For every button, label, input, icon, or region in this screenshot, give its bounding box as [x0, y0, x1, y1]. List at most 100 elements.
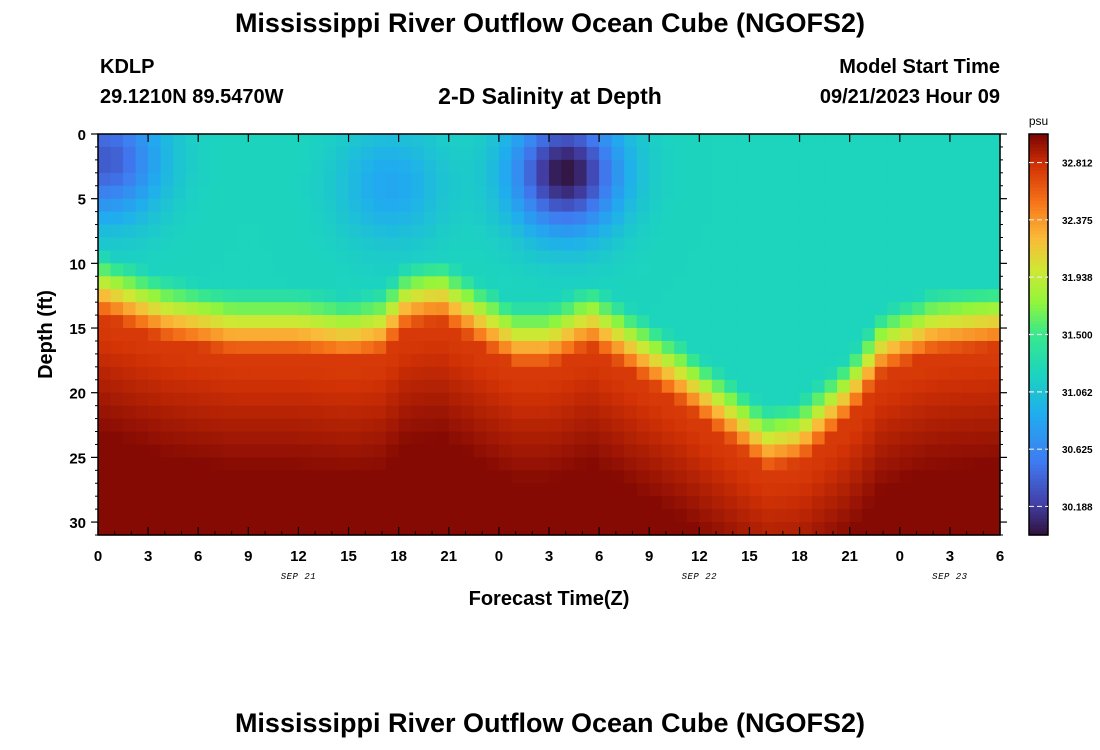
heatmap-cell [348, 496, 362, 510]
colorbar-segment [1029, 150, 1048, 155]
heatmap-cell [173, 353, 187, 368]
heatmap-cell [373, 146, 387, 161]
heatmap-cell [135, 276, 149, 290]
heatmap-cell [749, 198, 763, 213]
heatmap-cell [561, 496, 575, 510]
heatmap-cell [924, 276, 938, 290]
heatmap-cell [711, 250, 725, 264]
heatmap-cell [636, 263, 650, 277]
heatmap-cell [285, 522, 300, 536]
heatmap-cell [962, 340, 976, 355]
heatmap-cell [812, 198, 826, 213]
heatmap-cell [549, 418, 563, 433]
heatmap-cell [98, 224, 112, 239]
heatmap-cell [298, 172, 312, 187]
heatmap-cell [962, 237, 976, 252]
heatmap-cell [486, 302, 500, 316]
heatmap-cell [824, 289, 838, 303]
heatmap-cell [674, 366, 688, 381]
heatmap-cell [148, 172, 162, 187]
heatmap-cell [285, 172, 300, 187]
heatmap-cell [411, 457, 425, 471]
heatmap-cell [373, 496, 387, 510]
colorbar-segment [1029, 404, 1048, 409]
heatmap-cell [123, 328, 137, 342]
heatmap-cell [611, 159, 625, 174]
heatmap-cell [135, 328, 149, 342]
heatmap-cell [260, 172, 274, 187]
heatmap-cell [123, 353, 137, 368]
heatmap-cell [949, 289, 964, 303]
heatmap-cell [912, 522, 926, 536]
heatmap-cell [599, 289, 613, 303]
heatmap-cell [849, 134, 863, 148]
heatmap-cell [787, 134, 801, 148]
heatmap-cell [285, 134, 300, 148]
colorbar-segment [1029, 471, 1048, 476]
heatmap-cell [849, 146, 863, 161]
heatmap-cell [536, 302, 550, 316]
heatmap-cell [523, 263, 538, 277]
heatmap-cell [924, 522, 938, 536]
heatmap-cell [574, 431, 588, 446]
heatmap-cell [173, 146, 187, 161]
heatmap-cell [98, 353, 112, 368]
heatmap-cell [699, 457, 713, 471]
heatmap-cell [486, 250, 500, 264]
heatmap-cell [661, 198, 675, 213]
heatmap-cell [373, 470, 387, 484]
heatmap-cell [711, 185, 725, 200]
heatmap-cell [561, 237, 575, 252]
heatmap-cell [574, 328, 588, 342]
heatmap-cell [799, 250, 813, 264]
heatmap-cell [586, 302, 600, 316]
heatmap-cell [285, 159, 300, 174]
heatmap-cell [423, 211, 437, 226]
heatmap-cell [373, 418, 387, 433]
heatmap-cell [361, 172, 375, 187]
heatmap-cell [736, 289, 751, 303]
heatmap-cell [636, 470, 650, 484]
heatmap-cell [974, 405, 989, 420]
x-tick-label: 0 [896, 548, 904, 565]
heatmap-cell [423, 353, 437, 368]
heatmap-cell [273, 379, 287, 394]
heatmap-cell [787, 405, 801, 420]
heatmap-cell [749, 522, 763, 536]
heatmap-cell [924, 405, 938, 420]
heatmap-cell [523, 250, 538, 264]
heatmap-cell [611, 483, 625, 497]
heatmap-cell [248, 237, 262, 252]
heatmap-cell [774, 276, 788, 290]
heatmap-cell [824, 418, 838, 433]
heatmap-cell [373, 289, 387, 303]
heatmap-cell [924, 198, 938, 213]
heatmap-cell [624, 146, 638, 161]
heatmap-cell [899, 444, 913, 458]
heatmap-cell [837, 405, 851, 420]
heatmap-cell [198, 289, 212, 303]
heatmap-cell [348, 392, 362, 407]
heatmap-cell [574, 392, 588, 407]
heatmap-cell [962, 315, 976, 329]
heatmap-cell [135, 340, 149, 355]
heatmap-cell [110, 431, 124, 446]
heatmap-cell [711, 302, 725, 316]
heatmap-cell [386, 457, 400, 471]
heatmap-cell [774, 340, 788, 355]
heatmap-cell [123, 522, 137, 536]
heatmap-cell [336, 185, 350, 200]
heatmap-cell [974, 146, 989, 161]
heatmap-cell [636, 522, 650, 536]
heatmap-cell [298, 198, 312, 213]
heatmap-cell [862, 159, 876, 174]
heatmap-cell [937, 328, 951, 342]
heatmap-cell [824, 276, 838, 290]
heatmap-cell [711, 315, 725, 329]
heatmap-cell [899, 328, 913, 342]
heatmap-cell [336, 483, 350, 497]
heatmap-cell [298, 470, 312, 484]
heatmap-cell [373, 198, 387, 213]
heatmap-cell [624, 134, 638, 148]
heatmap-cell [185, 211, 199, 226]
